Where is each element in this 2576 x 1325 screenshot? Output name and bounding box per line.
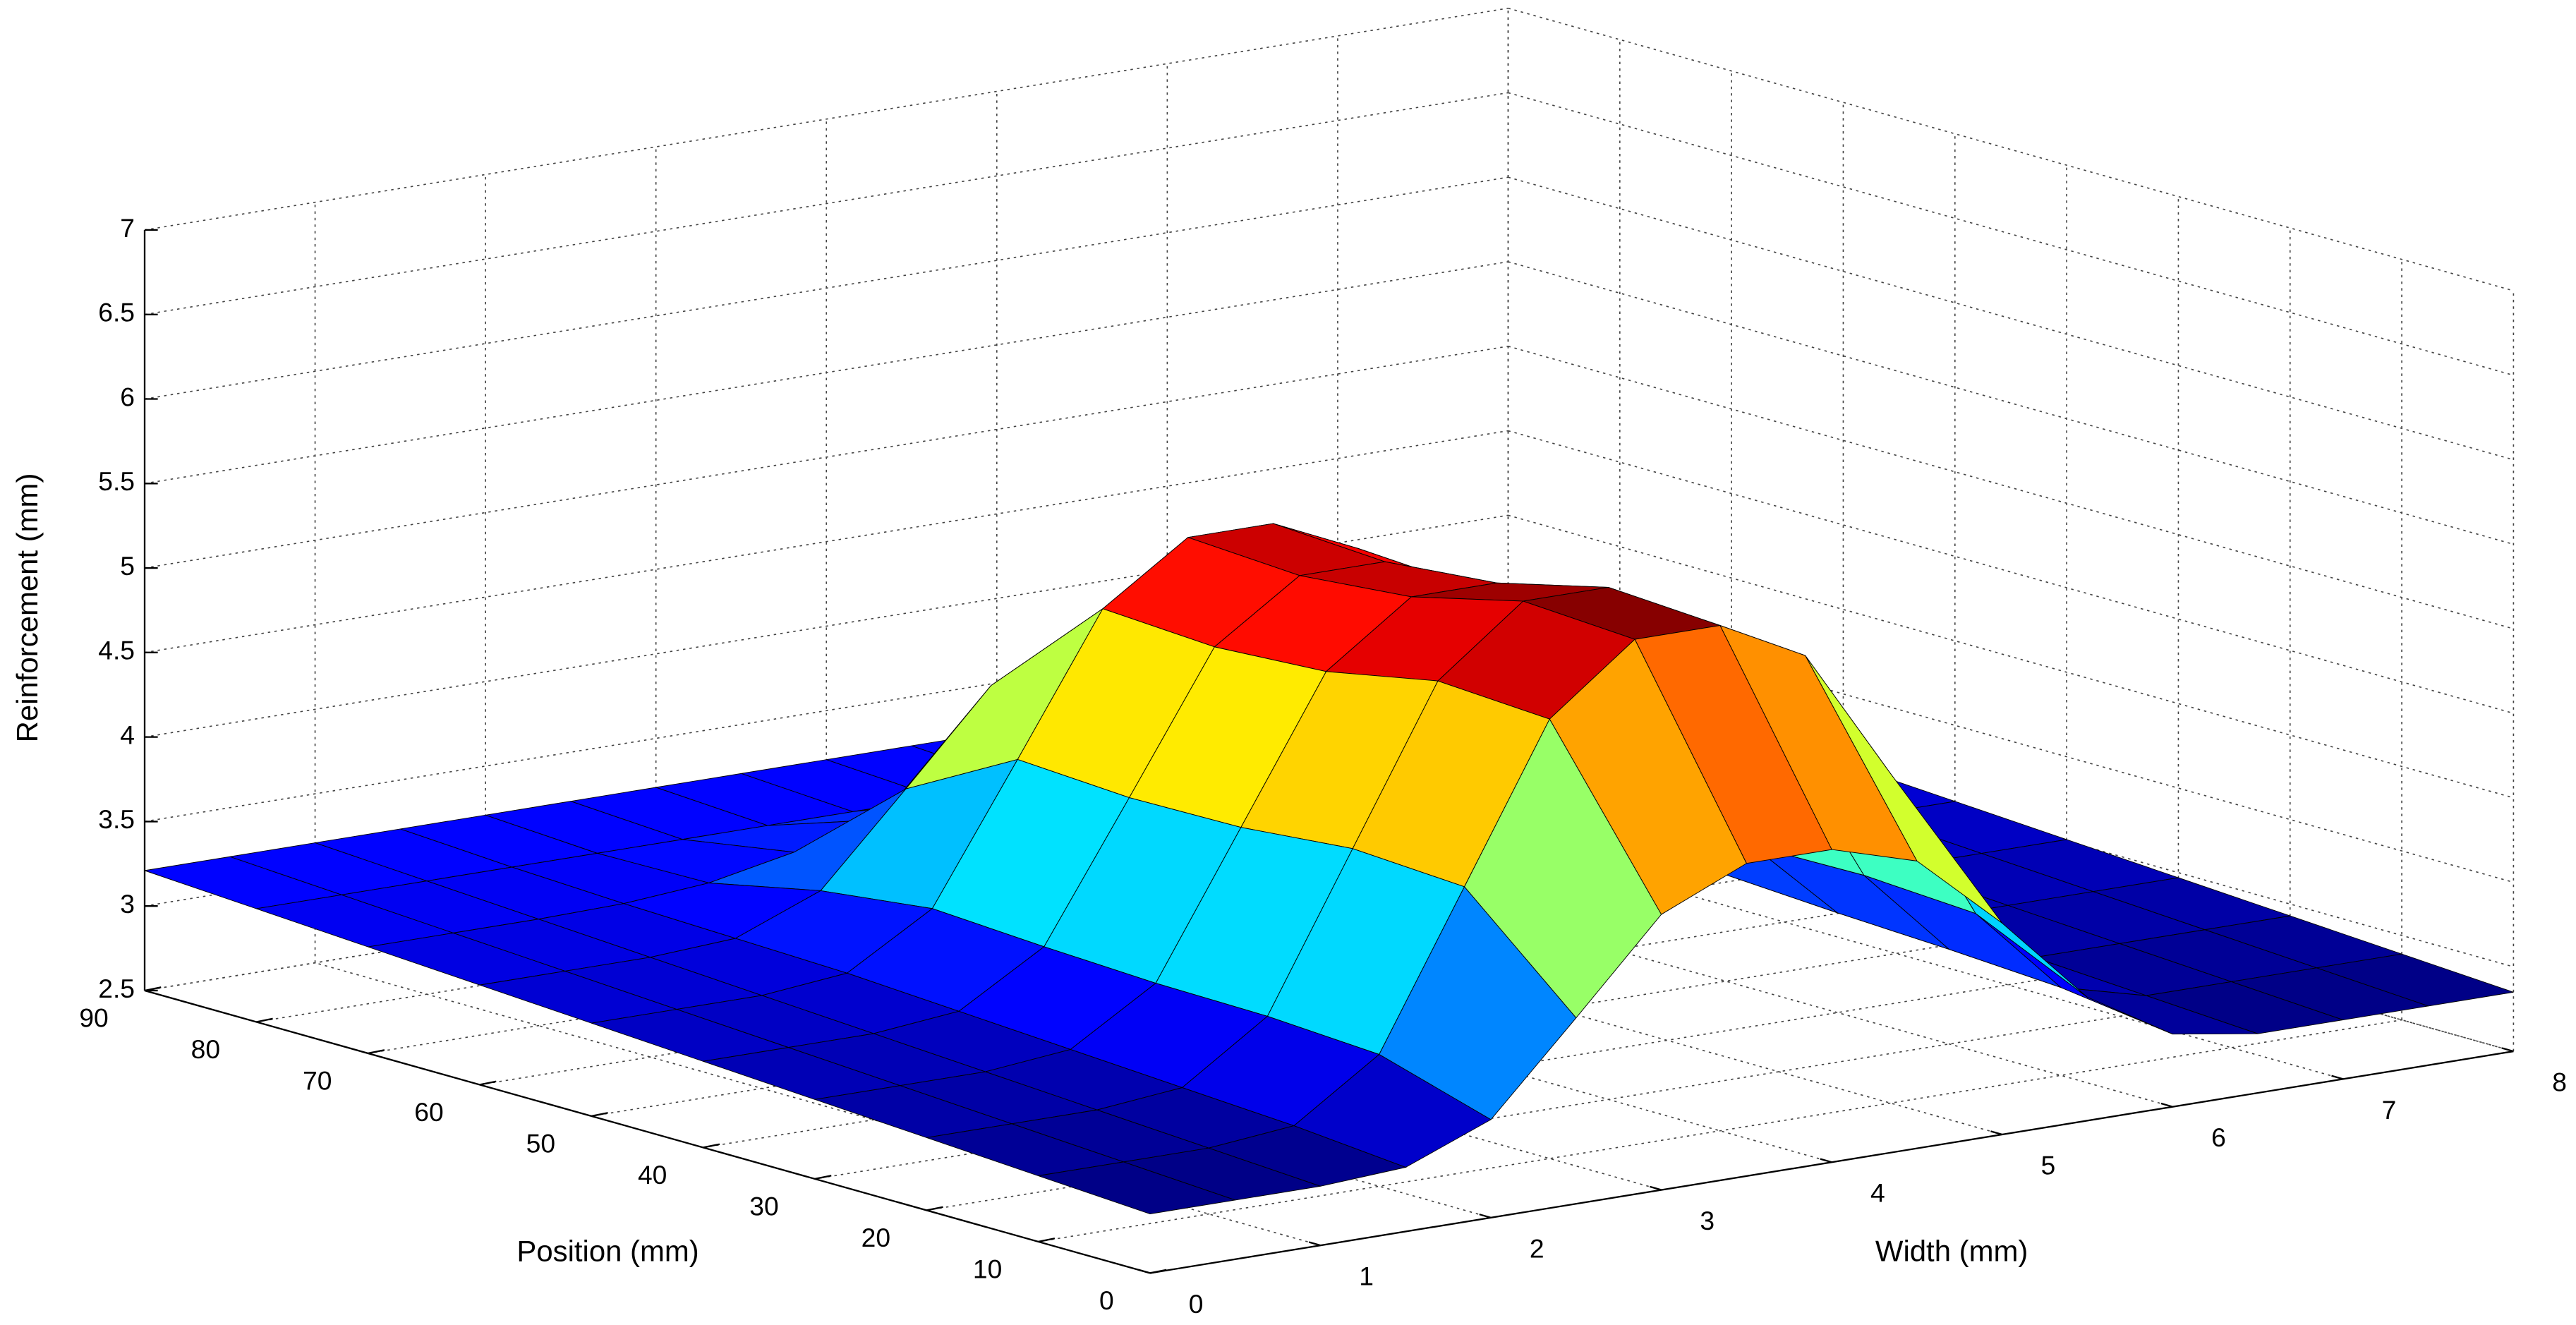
x-tick (2331, 1075, 2344, 1080)
y-tick (1149, 1269, 1167, 1274)
y-tick-label: 20 (861, 1223, 890, 1252)
z-axis-label: Reinforcement (mm) (11, 473, 44, 743)
grid-line (144, 92, 1508, 315)
y-axis-label: Position (mm) (516, 1235, 699, 1268)
y-tick (703, 1143, 720, 1149)
y-tick (479, 1080, 497, 1086)
y-tick (591, 1112, 608, 1118)
x-tick-label: 5 (2041, 1150, 2056, 1180)
y-tick (256, 1017, 273, 1023)
y-tick (368, 1049, 385, 1055)
x-tick (1990, 1130, 2003, 1136)
y-axis-line (144, 989, 1151, 1274)
x-tick-label: 3 (1700, 1206, 1715, 1235)
grid-line (1508, 92, 2514, 376)
grid-line (1508, 7, 2514, 291)
y-tick (814, 1175, 832, 1180)
z-tick-label: 5 (120, 551, 135, 581)
grid-line (144, 176, 1508, 400)
y-tick-label: 90 (79, 1003, 108, 1033)
grid-line (1508, 176, 2514, 461)
x-tick (1308, 1241, 1321, 1247)
x-tick-label: 6 (2211, 1123, 2226, 1152)
x-tick (1820, 1158, 1832, 1163)
z-tick-label: 7 (120, 213, 135, 243)
x-tick (2501, 1047, 2514, 1053)
x-tick-label: 7 (2382, 1095, 2397, 1125)
x-tick-label: 4 (1870, 1178, 1885, 1208)
y-tick-label: 80 (191, 1034, 220, 1064)
z-tick-label: 2.5 (98, 974, 135, 1003)
grid-line (1508, 345, 2514, 630)
x-tick (1138, 1269, 1151, 1274)
z-tick-label: 3 (120, 889, 135, 919)
z-tick-label: 4.5 (98, 636, 135, 665)
y-tick-label: 0 (1099, 1285, 1114, 1315)
z-tick-label: 3.5 (98, 804, 135, 834)
x-tick (2160, 1102, 2173, 1108)
x-axis-label: Width (mm) (1875, 1235, 2028, 1268)
y-tick-label: 40 (638, 1160, 667, 1190)
y-tick-label: 10 (973, 1254, 1002, 1284)
x-tick (1479, 1214, 1492, 1218)
y-tick-label: 50 (526, 1129, 555, 1158)
z-tick-label: 6.5 (98, 298, 135, 327)
surface-patch (1038, 1161, 1235, 1215)
z-tick-label: 4 (120, 720, 135, 749)
y-tick (1038, 1238, 1056, 1243)
surface (144, 523, 2514, 1215)
grid-line (1038, 1019, 2402, 1242)
grid-line (144, 430, 1508, 653)
x-tick-label: 0 (1189, 1289, 1204, 1319)
z-tick-label: 6 (120, 382, 135, 411)
y-tick-label: 30 (749, 1192, 778, 1221)
grid-line (144, 7, 1508, 231)
x-tick-label: 1 (1359, 1262, 1374, 1291)
axes-layer: 01234567801020304050607080902.533.544.55… (79, 213, 2567, 1319)
y-tick-label: 60 (414, 1097, 443, 1127)
x-tick-label: 8 (2552, 1067, 2567, 1097)
x-tick-label: 2 (1530, 1233, 1544, 1263)
x-tick (1649, 1185, 1662, 1191)
grid-line (144, 261, 1508, 485)
y-tick-label: 70 (303, 1066, 332, 1096)
grid-line (144, 345, 1508, 569)
y-tick (926, 1206, 943, 1211)
grid-line (1508, 261, 2514, 545)
z-tick-label: 5.5 (98, 466, 135, 496)
